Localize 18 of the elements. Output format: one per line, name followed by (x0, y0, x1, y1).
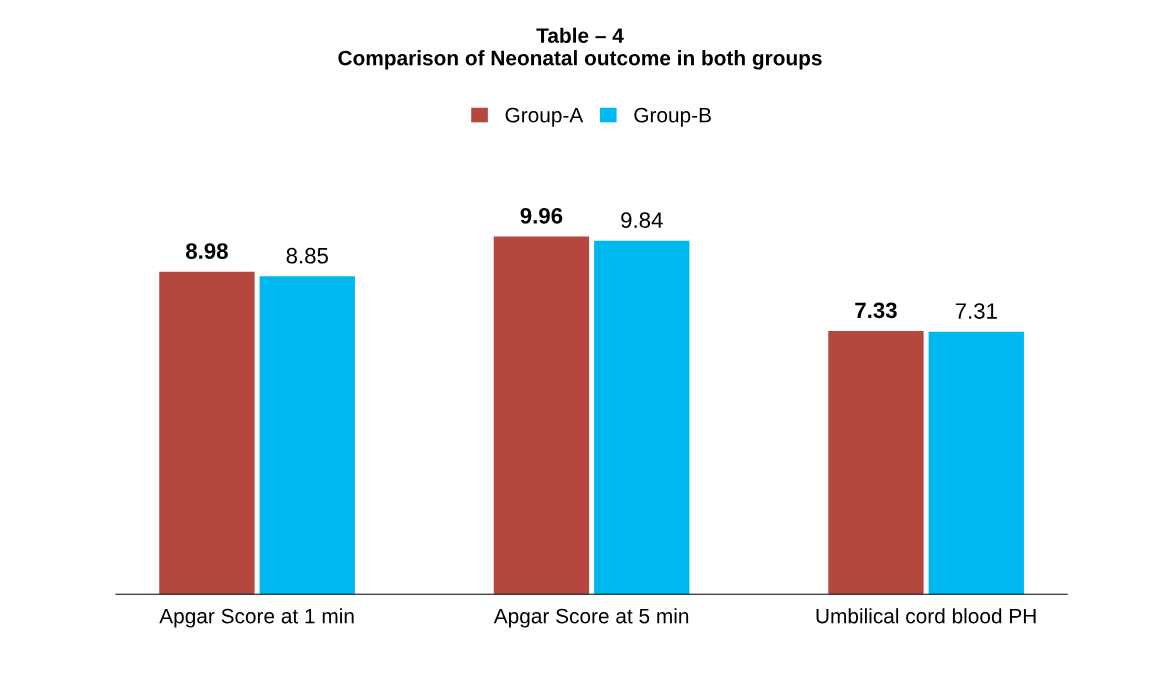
data-label: 8.85 (286, 247, 328, 264)
data-label: 9.84 (621, 212, 663, 229)
chart-title: Table – 4 Comparison of Neonatal outcome in both groups (338, 27, 822, 70)
x-tick-label: Apgar Score at 1 min (159, 608, 354, 628)
data-label: 8.98 (185, 243, 228, 259)
bar (493, 236, 590, 595)
x-tick-label: Umbilical cord blood PH (816, 608, 1036, 624)
data-label: 7.31 (955, 303, 997, 319)
bar (928, 331, 1024, 595)
bar (594, 240, 690, 595)
data-label: 9.96 (520, 207, 563, 224)
bar (828, 330, 924, 595)
bar (259, 276, 355, 595)
bar (159, 271, 255, 595)
legend-label: Group-B (634, 107, 711, 127)
x-tick-label: Apgar Score at 5 min (493, 608, 689, 628)
legend-label: Group-A (505, 107, 584, 127)
data-label: 7.33 (855, 302, 897, 319)
